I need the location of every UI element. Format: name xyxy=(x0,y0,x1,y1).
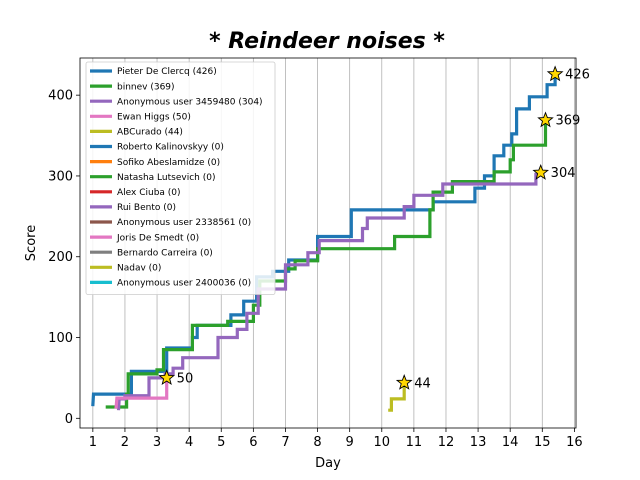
x-tick-label: 2 xyxy=(121,435,129,450)
star-label-2: 304 xyxy=(551,166,576,181)
x-tick-label: 15 xyxy=(534,435,551,450)
x-tick-label: 12 xyxy=(438,435,455,450)
legend-label-12: Bernardo Carreira (0) xyxy=(117,248,213,258)
y-tick-label: 200 xyxy=(48,250,73,265)
legend-label-11: Joris De Smedt (0) xyxy=(116,233,199,243)
x-tick-label: 14 xyxy=(502,435,519,450)
legend-label-14: Anonymous user 2400036 (0) xyxy=(117,279,251,289)
legend-label-7: Natasha Lutsevich (0) xyxy=(117,173,215,183)
series-line-3 xyxy=(114,377,169,409)
y-axis-label: Score xyxy=(24,225,39,261)
x-tick-label: 11 xyxy=(406,435,423,450)
series-line-1 xyxy=(105,120,548,409)
x-tick-label: 8 xyxy=(313,435,321,450)
final-score-markers: 426 369 304 50 44 xyxy=(158,65,590,391)
star-marker-0 xyxy=(546,65,564,82)
legend-label-10: Anonymous user 2338561 (0) xyxy=(117,218,251,228)
axes xyxy=(76,57,577,432)
legend: Pieter De Clercq (426) binnev (369) Anonym… xyxy=(85,61,276,295)
legend-label-3: Ewan Higgs (50) xyxy=(117,113,191,123)
star-label-4: 44 xyxy=(414,376,431,391)
legend-box xyxy=(85,61,276,295)
chart-title: * Reindeer noises * xyxy=(209,29,445,54)
x-tick-label: 6 xyxy=(249,435,257,450)
y-tick-label: 300 xyxy=(48,169,73,184)
series-line-4 xyxy=(388,382,406,412)
legend-label-6: Sofiko Abeslamidze (0) xyxy=(117,158,220,168)
legend-label-2: Anonymous user 3459480 (304) xyxy=(117,97,263,107)
x-tick-label: 5 xyxy=(217,435,225,450)
star-label-0: 426 xyxy=(565,68,590,83)
x-tick-label: 1 xyxy=(89,435,97,450)
star-marker-4 xyxy=(395,374,413,390)
y-tick-label: 400 xyxy=(48,89,73,104)
legend-label-9: Rui Bento (0) xyxy=(117,203,176,213)
x-tick-label: 9 xyxy=(346,435,354,450)
legend-label-5: Roberto Kalinovskyy (0) xyxy=(117,143,224,153)
x-tick-label: 3 xyxy=(153,435,161,450)
star-label-1: 369 xyxy=(556,114,581,129)
x-tick-label: 13 xyxy=(470,435,487,450)
x-tick-label: 10 xyxy=(374,435,391,450)
y-tick-label: 0 xyxy=(65,412,73,427)
axes-frame xyxy=(79,57,577,429)
x-axis-label: Day xyxy=(315,456,341,471)
legend-label-8: Alex Ciuba (0) xyxy=(117,188,181,198)
legend-label-4: ABCurado (44) xyxy=(117,128,183,138)
x-tick-label: 4 xyxy=(185,435,193,450)
legend-label-1: binnev (369) xyxy=(117,82,175,92)
star-marker-2 xyxy=(532,163,549,180)
x-tick-label: 7 xyxy=(281,435,289,450)
legend-label-0: Pieter De Clercq (426) xyxy=(117,67,217,77)
y-tick-label: 100 xyxy=(48,331,73,346)
star-marker-3 xyxy=(158,369,175,386)
legend-label-13: Nadav (0) xyxy=(117,264,161,274)
star-label-3: 50 xyxy=(177,371,194,386)
x-tick-label: 16 xyxy=(566,435,583,450)
star-marker-1 xyxy=(537,111,554,128)
